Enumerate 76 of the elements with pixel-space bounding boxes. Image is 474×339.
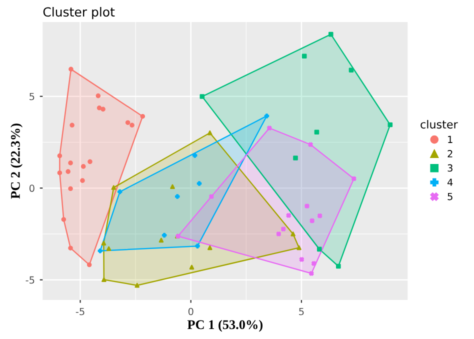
point <box>70 122 74 128</box>
legend-label: 3 <box>448 164 452 172</box>
point <box>88 159 92 164</box>
x-tick-label: -5 <box>76 308 84 316</box>
point <box>264 114 270 118</box>
chart-title: Cluster plot <box>43 6 115 20</box>
x-axis-title: PC 1 (53.0%) <box>187 320 262 332</box>
point <box>100 106 106 112</box>
point <box>189 264 194 270</box>
point <box>311 261 316 266</box>
point <box>80 178 85 183</box>
point <box>308 142 313 147</box>
point <box>317 213 322 218</box>
point <box>96 106 102 110</box>
point <box>192 153 198 158</box>
x-tick-label: 5 <box>299 308 304 316</box>
legend-label: 1 <box>448 136 452 143</box>
point <box>316 246 322 252</box>
point <box>196 181 202 186</box>
point <box>102 277 106 282</box>
point <box>286 213 292 218</box>
point <box>304 204 310 208</box>
point <box>299 257 304 262</box>
point <box>351 176 356 182</box>
point <box>57 153 62 158</box>
legend-label: 2 <box>448 150 452 158</box>
y-axis-title: PC 2 (22.3%) <box>10 124 23 199</box>
point <box>130 122 134 128</box>
point <box>290 232 296 236</box>
point <box>68 246 73 250</box>
point <box>134 282 140 288</box>
point <box>61 217 66 222</box>
point <box>125 120 130 125</box>
point <box>117 189 122 194</box>
point <box>302 54 307 59</box>
legend-label: 5 <box>448 192 452 200</box>
legend-label: 4 <box>447 178 453 186</box>
point <box>80 164 86 169</box>
x-tick-label: 0 <box>188 308 194 316</box>
point <box>68 160 73 166</box>
y-tick-label: 0 <box>29 184 34 192</box>
point <box>266 126 272 130</box>
point <box>348 68 354 73</box>
point <box>310 218 314 224</box>
point <box>293 156 298 160</box>
point <box>200 94 205 99</box>
point <box>162 232 167 238</box>
point <box>68 186 73 192</box>
point <box>98 248 103 254</box>
point <box>57 170 62 176</box>
point <box>86 262 92 268</box>
point <box>328 32 334 37</box>
point <box>106 246 112 252</box>
point <box>68 66 74 72</box>
point <box>207 130 212 136</box>
point <box>96 93 101 98</box>
point <box>388 122 393 128</box>
point <box>140 114 146 119</box>
point <box>66 169 70 174</box>
point <box>158 238 164 243</box>
legend-title: cluster <box>420 120 458 129</box>
y-tick-label: 5 <box>30 92 34 100</box>
point <box>309 271 314 276</box>
point <box>276 232 282 236</box>
point <box>207 245 212 250</box>
point <box>111 185 116 190</box>
point <box>174 194 180 199</box>
point <box>296 245 302 250</box>
point <box>280 226 286 232</box>
point <box>101 240 106 246</box>
point <box>170 184 175 190</box>
point <box>209 194 214 199</box>
point <box>195 244 200 248</box>
point <box>336 264 341 269</box>
point <box>314 130 320 135</box>
y-tick-label: -5 <box>26 276 34 284</box>
